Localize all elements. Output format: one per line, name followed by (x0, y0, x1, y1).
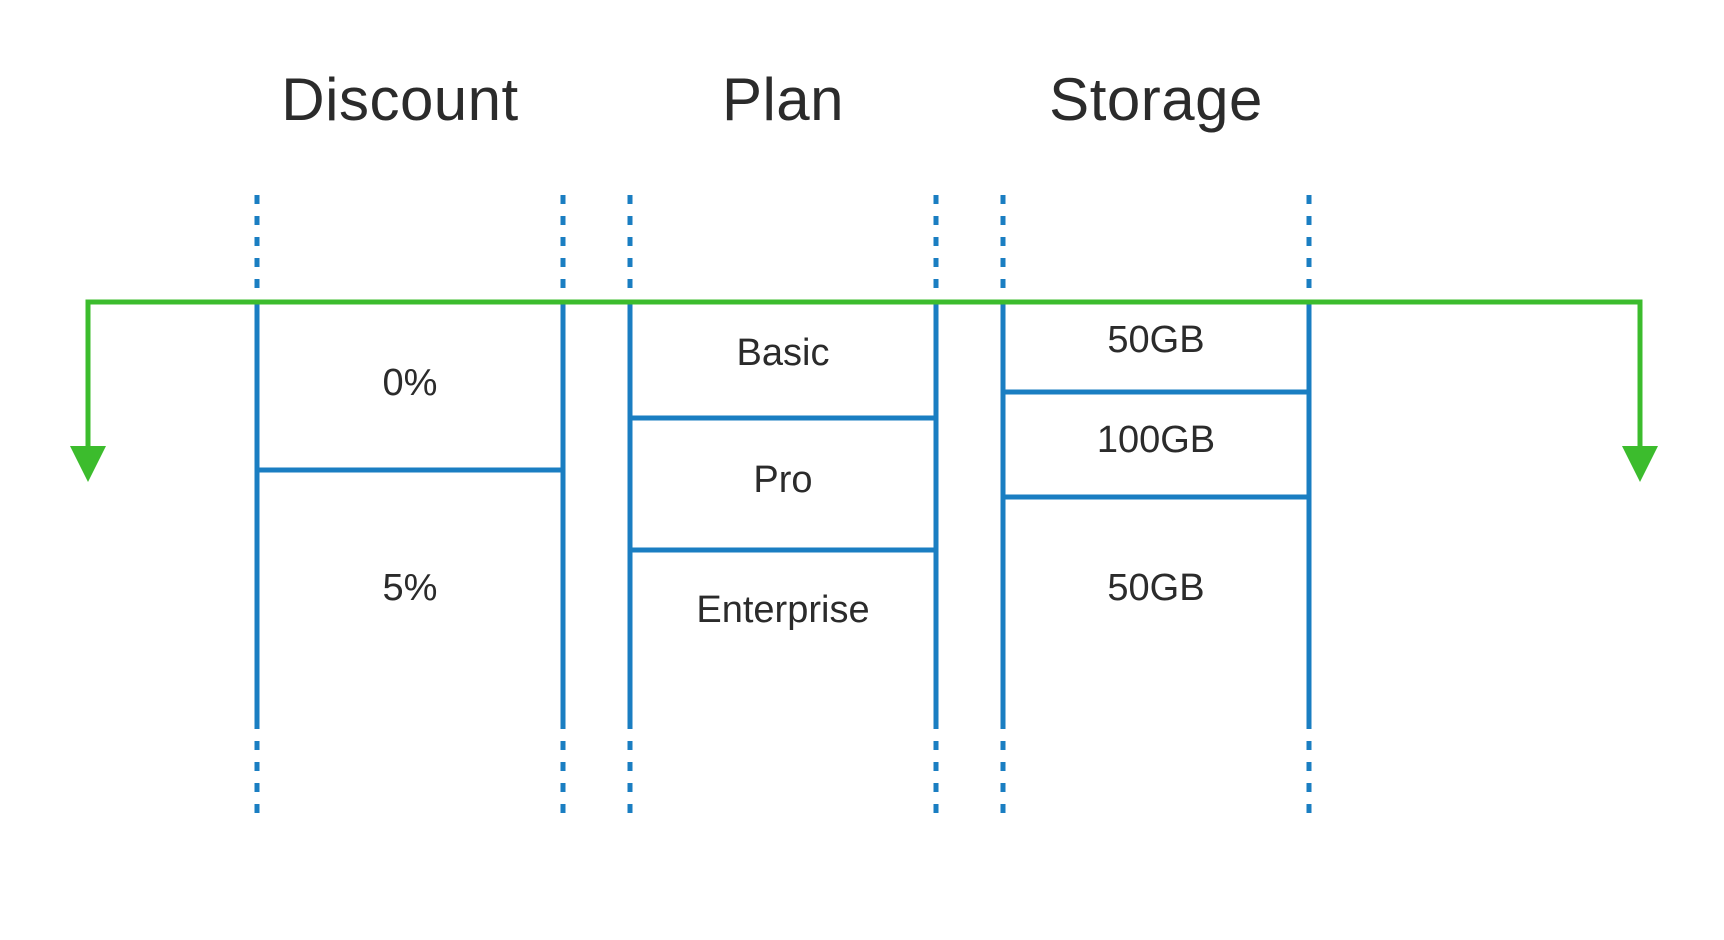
flow-arrowhead-right-icon (1622, 446, 1658, 482)
flow-arrowhead-left-icon (70, 446, 106, 482)
cell-label-plan-2: Enterprise (696, 589, 869, 631)
cell-label-discount-1: 5% (383, 567, 438, 609)
column-title-storage: Storage (1049, 66, 1263, 133)
diagram-canvas: Discount 0% 5% Plan Basic Pro Enterprise Storag… (0, 0, 1724, 940)
column-title-discount: Discount (281, 66, 518, 133)
cell-label-plan-0: Basic (737, 332, 830, 374)
cell-label-discount-0: 0% (383, 362, 438, 404)
cell-label-storage-2: 50GB (1107, 567, 1204, 609)
cell-label-storage-0: 50GB (1107, 319, 1204, 361)
cell-label-plan-1: Pro (753, 459, 812, 501)
column-title-plan: Plan (722, 66, 844, 133)
cell-label-storage-1: 100GB (1097, 419, 1215, 461)
